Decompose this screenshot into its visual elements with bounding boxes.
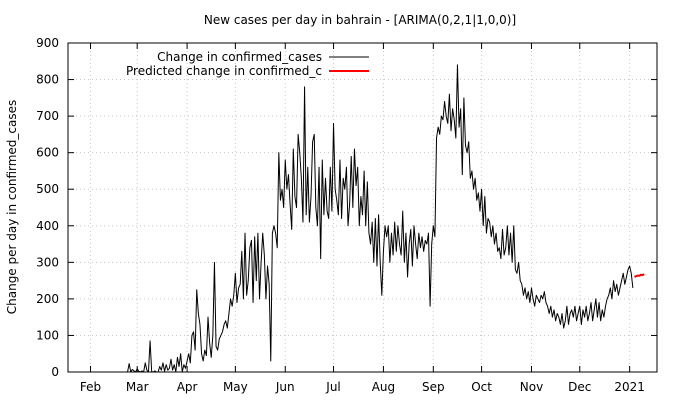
x-tick-label: Dec	[568, 380, 591, 394]
legend-label: Change in confirmed_cases	[157, 50, 322, 64]
y-tick-label: 300	[36, 255, 59, 269]
grid	[68, 43, 657, 372]
chart-title: New cases per day in bahrain - [ARIMA(0,…	[204, 13, 516, 27]
x-tick-label: Oct	[471, 380, 492, 394]
series-layer	[127, 64, 645, 373]
legend-label: Predicted change in confirmed_c	[126, 64, 322, 78]
series-line-confirmed-cases	[127, 64, 634, 373]
y-tick-label: 100	[36, 328, 59, 342]
series-line-predicted	[634, 273, 645, 278]
y-tick-label: 0	[51, 365, 59, 379]
x-tick-label: Aug	[372, 380, 395, 394]
x-tick-label: 2021	[614, 380, 645, 394]
y-tick-label: 800	[36, 73, 59, 87]
y-tick-label: 600	[36, 146, 59, 160]
y-tick-label: 700	[36, 109, 59, 123]
x-tick-label: Feb	[80, 380, 101, 394]
x-tick-label: May	[223, 380, 248, 394]
y-tick-label: 900	[36, 36, 59, 50]
x-tick-label: Mar	[126, 380, 149, 394]
x-tick-label: Jul	[325, 380, 340, 394]
plot-frame	[67, 42, 658, 373]
x-tick-label: Sep	[422, 380, 445, 394]
x-tick-label: Apr	[177, 380, 198, 394]
y-tick-label: 400	[36, 219, 59, 233]
x-tick-label: Nov	[520, 380, 543, 394]
axes: 0 100 200 300 400 500 600 700 800 900 Feb Mar Apr May…	[36, 36, 658, 394]
y-tick-label: 200	[36, 292, 59, 306]
y-axis-label: Change per day in confirmed_cases	[5, 100, 19, 315]
x-tick-label: Jun	[275, 380, 295, 394]
y-tick-label: 500	[36, 182, 59, 196]
